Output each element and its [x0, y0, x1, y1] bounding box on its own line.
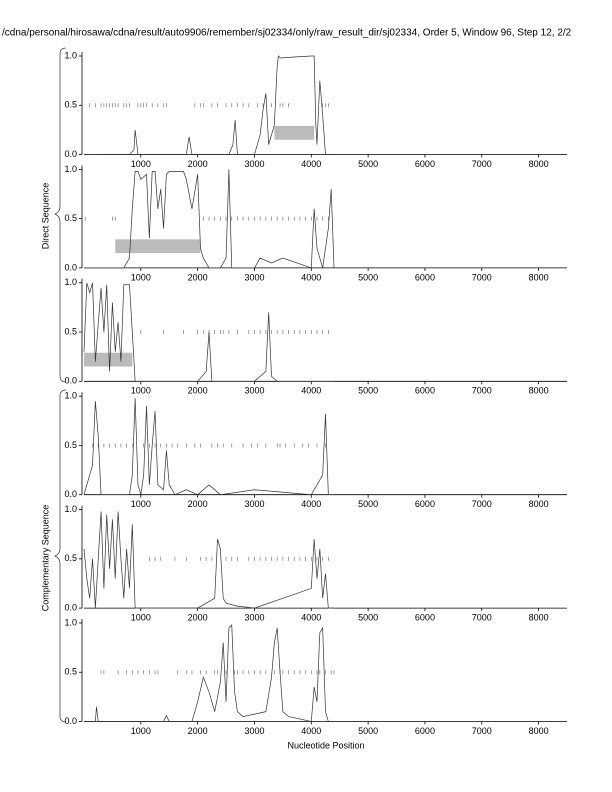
x-tick-label: 2000: [188, 726, 208, 736]
line: [84, 624, 335, 722]
chart-title: /cdna/personal/hirosawa/cdna/result/auto…: [2, 28, 572, 39]
x-tick-label: 1000: [131, 159, 151, 169]
region: [84, 352, 133, 367]
x-tick-label: 5000: [358, 159, 378, 169]
y-tick-label: 0.0: [64, 602, 77, 612]
x-tick-label: 4000: [301, 159, 321, 169]
y-tick-label: 0.0: [64, 149, 77, 159]
line: [83, 511, 335, 609]
x-tick-label: 4000: [301, 386, 321, 396]
line: [98, 55, 335, 155]
region: [115, 239, 201, 254]
x-tick-label: 6000: [415, 499, 435, 509]
group-label: Complementary Sequence: [40, 505, 50, 612]
y-tick-label: 1.0: [64, 277, 77, 287]
group-brace: [53, 47, 67, 383]
x-tick-label: 2000: [188, 272, 208, 282]
x-tick-label: 1000: [131, 612, 151, 622]
line: [83, 398, 335, 496]
x-tick-label: 4000: [301, 726, 321, 736]
line: [84, 169, 335, 269]
y-tick-label: 0.5: [64, 213, 77, 223]
x-tick-label: 1000: [131, 386, 151, 396]
x-tick-label: 6000: [415, 612, 435, 622]
x-tick-label: 3000: [244, 386, 264, 396]
x-tick-label: 1000: [131, 726, 151, 736]
y-tick-label: 1.0: [64, 504, 77, 514]
x-tick-label: 6000: [415, 726, 435, 736]
x-tick-label: 6000: [415, 272, 435, 282]
x-tick-label: 5000: [358, 386, 378, 396]
y-tick-label: 0.0: [64, 262, 77, 272]
group-label: Direct Sequence: [40, 183, 50, 250]
x-tick-label: 8000: [529, 272, 549, 282]
x-tick-label: 2000: [188, 499, 208, 509]
y-tick-label: 0.5: [64, 667, 77, 677]
x-tick-label: 3000: [244, 159, 264, 169]
y-tick-label: 0.0: [64, 716, 77, 726]
x-tick-label: 3000: [244, 272, 264, 282]
x-tick-label: 8000: [529, 159, 549, 169]
y-tick-label: 1.0: [64, 50, 77, 60]
x-tick-label: 2000: [188, 159, 208, 169]
x-tick-label: 7000: [472, 499, 492, 509]
x-tick-label: 8000: [529, 612, 549, 622]
y-tick-label: 1.0: [64, 164, 77, 174]
x-tick-label: 1000: [131, 272, 151, 282]
x-tick-label: 5000: [358, 612, 378, 622]
y-tick-label: 0.5: [64, 440, 77, 450]
group-brace: [53, 389, 67, 723]
y-tick-label: 0.5: [64, 326, 77, 336]
y-tick-label: 0.0: [64, 376, 77, 386]
x-tick-label: 7000: [472, 726, 492, 736]
x-tick-label: 4000: [301, 612, 321, 622]
y-tick-label: 1.0: [64, 617, 77, 627]
y-tick-label: 0.0: [64, 489, 77, 499]
line: [83, 282, 335, 382]
x-tick-label: 3000: [244, 499, 264, 509]
x-tick-label: 2000: [188, 612, 208, 622]
x-tick-label: 7000: [472, 159, 492, 169]
y-tick-label: 1.0: [64, 391, 77, 401]
x-tick-label: 4000: [301, 499, 321, 509]
x-tick-label: 6000: [415, 159, 435, 169]
x-tick-label: 8000: [529, 386, 549, 396]
x-tick-label: 5000: [358, 499, 378, 509]
x-tick-label: 4000: [301, 272, 321, 282]
x-tick-label: 8000: [529, 499, 549, 509]
x-tick-label: 3000: [244, 726, 264, 736]
x-tick-label: 7000: [472, 386, 492, 396]
y-tick-label: 0.5: [64, 553, 77, 563]
y-tick-label: 0.5: [64, 100, 77, 110]
region: [274, 125, 315, 140]
x-tick-label: 1000: [131, 499, 151, 509]
x-tick-label: 5000: [358, 726, 378, 736]
x-tick-label: 2000: [188, 386, 208, 396]
x-tick-label: 5000: [358, 272, 378, 282]
x-tick-label: 3000: [244, 612, 264, 622]
x-tick-label: 7000: [472, 272, 492, 282]
x-tick-label: 8000: [529, 726, 549, 736]
x-tick-label: 7000: [472, 612, 492, 622]
x-tick-label: 6000: [415, 386, 435, 396]
x-axis-label: Nucleotide Position: [287, 740, 364, 750]
